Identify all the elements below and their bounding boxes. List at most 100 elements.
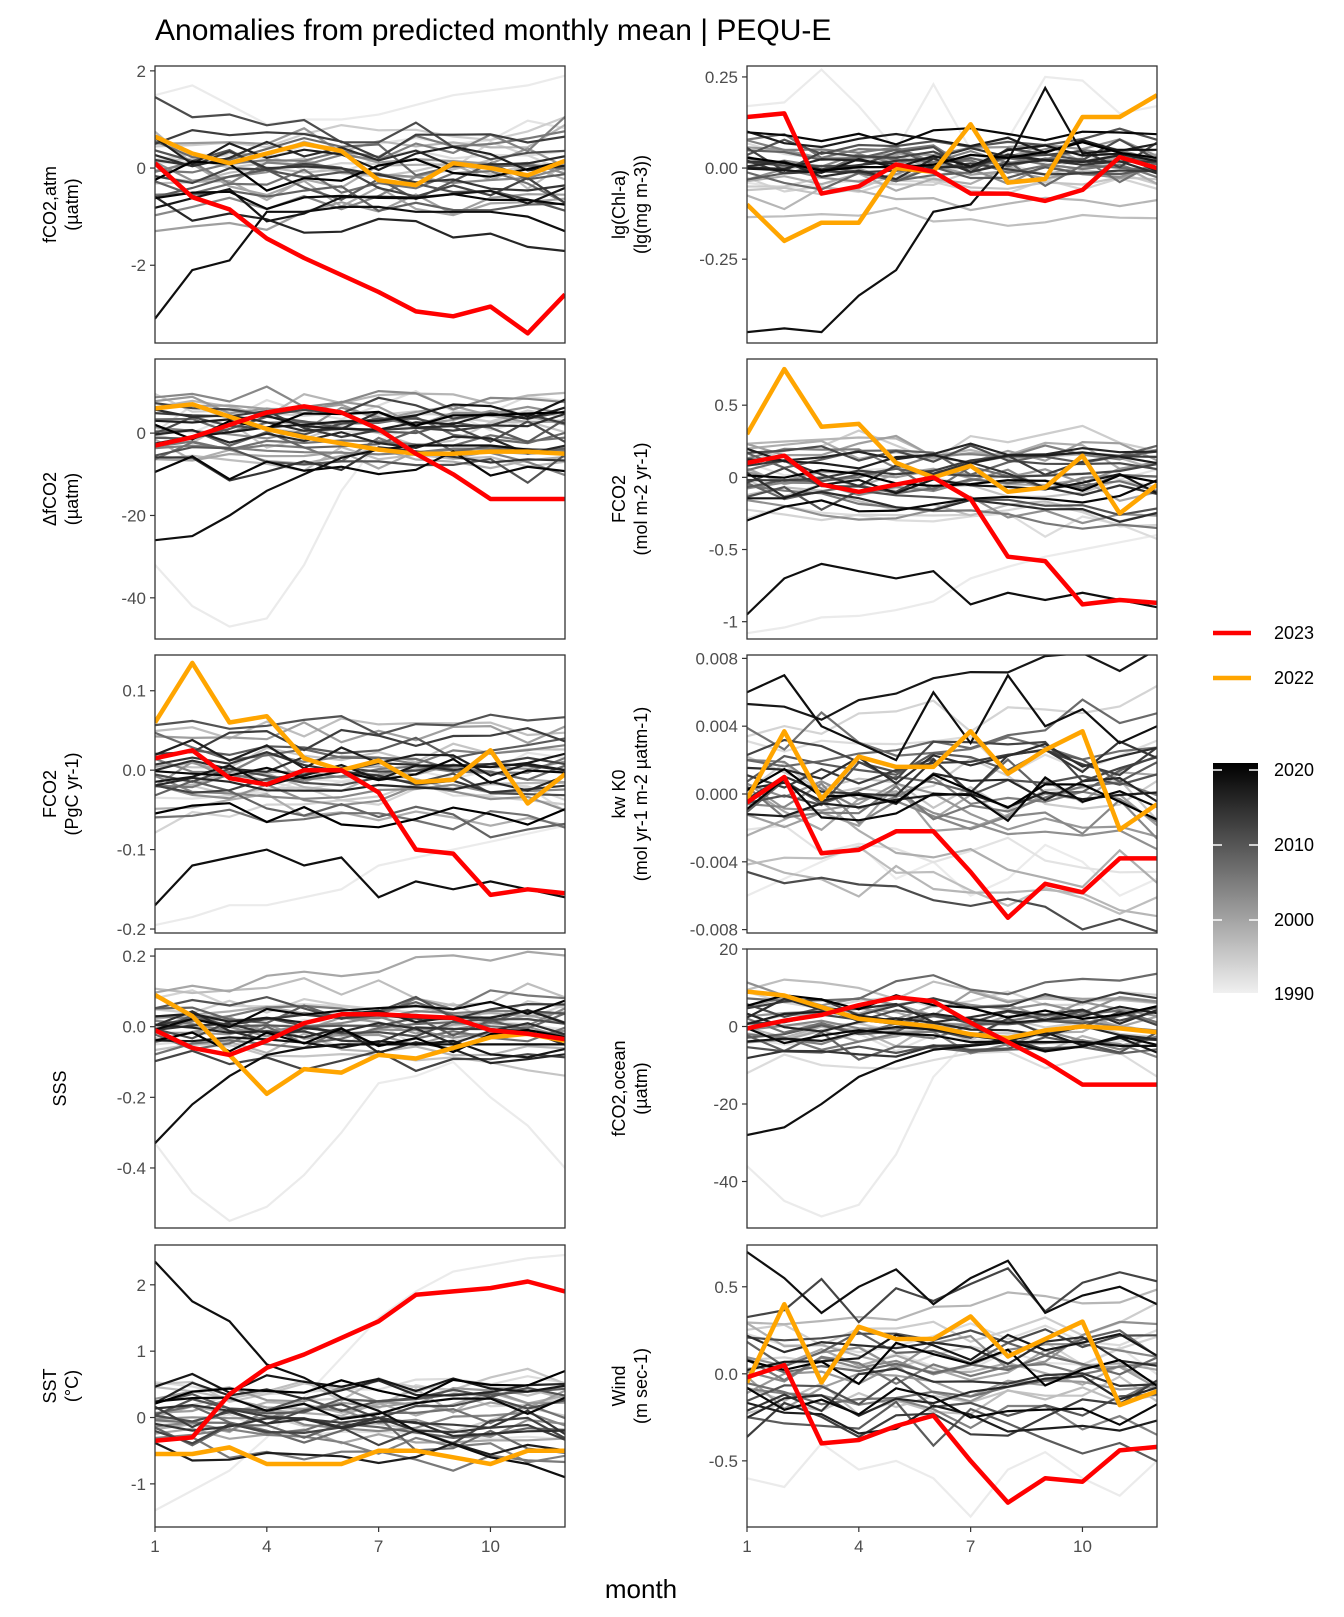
y-axis-title: ΔfCO2 (µatm) bbox=[40, 472, 82, 526]
series-line-1996 bbox=[747, 845, 1157, 916]
y-tick-label: -20 bbox=[121, 506, 146, 525]
plot-area bbox=[155, 950, 565, 1223]
y-tick-label: 0.5 bbox=[714, 396, 738, 415]
series-line-2020 bbox=[747, 127, 1157, 146]
panel-fCO2_ocean: 20 0 -20 -40 fCO2,ocean (µatm) bbox=[609, 940, 1158, 1229]
y-tick-label: -2 bbox=[131, 256, 146, 275]
y-axis-title: Wind (m sec-1) bbox=[609, 1348, 651, 1424]
series-line-2008 bbox=[155, 779, 565, 839]
series-line-1990 bbox=[155, 824, 565, 927]
y-tick-label: -0.25 bbox=[699, 250, 738, 269]
series-line-1993 bbox=[747, 685, 1157, 738]
series-line-2020 bbox=[747, 479, 1157, 522]
series-line-2018 bbox=[747, 144, 1157, 174]
series-line-1990 bbox=[747, 68, 1157, 152]
y-axis-title: SSS bbox=[50, 1070, 70, 1106]
y-tick-label: -20 bbox=[713, 1095, 738, 1114]
legend: 2023 2022 2020 2010 2000 1990 bbox=[1213, 623, 1314, 1004]
x-tick-label: 1 bbox=[742, 1537, 751, 1556]
series-line-2021 bbox=[747, 468, 1157, 492]
year-colorbar bbox=[1213, 763, 1258, 993]
series-line-2019 bbox=[155, 848, 565, 906]
y-tick-label: 2 bbox=[137, 1276, 146, 1295]
series-line-1993 bbox=[747, 176, 1157, 195]
colorbar-label-2000: 2000 bbox=[1274, 910, 1314, 930]
y-tick-label: 0 bbox=[137, 159, 146, 178]
chart-title: Anomalies from predicted monthly mean | … bbox=[155, 14, 831, 47]
series-line-2020 bbox=[155, 1396, 565, 1421]
series-line-2019 bbox=[747, 562, 1157, 616]
y-tick-label: 0 bbox=[137, 1409, 146, 1428]
panel-delta_fCO2: 0 -20 -40 ΔfCO2 (µatm) bbox=[40, 358, 566, 640]
series-line-2020 bbox=[747, 1027, 1157, 1053]
series-line-2012 bbox=[155, 1049, 565, 1073]
x-axis-title: month bbox=[605, 1574, 677, 1604]
series-line-2012 bbox=[747, 738, 1157, 783]
series-line-2011 bbox=[155, 1396, 565, 1426]
colorbar-label-1990: 1990 bbox=[1274, 984, 1314, 1004]
y-axis-title: kw K0 (mol yr-1 m-2 µatm-1) bbox=[609, 707, 651, 881]
series-line-2016 bbox=[747, 153, 1157, 173]
series-line-2022 bbox=[747, 729, 1157, 832]
x-tick-label: 4 bbox=[262, 1537, 271, 1556]
series-line-1996 bbox=[747, 206, 1157, 227]
series-line-2017 bbox=[747, 1401, 1157, 1435]
series-line-2021 bbox=[747, 141, 1157, 172]
series-line-2009 bbox=[155, 161, 565, 201]
series-line-2009 bbox=[747, 749, 1157, 783]
series-line-2003 bbox=[155, 166, 565, 217]
series-line-2014 bbox=[155, 446, 565, 482]
series-line-2002 bbox=[155, 783, 565, 812]
colorbar-label-2010: 2010 bbox=[1274, 835, 1314, 855]
series-line-2006 bbox=[155, 808, 565, 831]
series-line-2016 bbox=[155, 428, 565, 455]
series-line-1998 bbox=[155, 792, 565, 827]
y-tick-label: 0.0 bbox=[122, 1018, 146, 1037]
series-line-1999 bbox=[155, 1427, 565, 1445]
series-line-2005 bbox=[747, 133, 1157, 179]
series-line-2019 bbox=[155, 444, 565, 542]
plot-area bbox=[155, 385, 565, 628]
series-line-2022 bbox=[747, 1301, 1157, 1408]
panel-kw_K0: 0.008 0.004 0.000 -0.004 -0.008 kw K0 (mol yr-… bbox=[609, 649, 1158, 940]
series-line-2010 bbox=[747, 485, 1157, 517]
panel-lg_Chl_a: 0.25 0.00 -0.25 lg(Chl-a) (lg(mg m-3)) bbox=[609, 65, 1158, 344]
series-line-2014 bbox=[155, 751, 565, 794]
series-line-1990 bbox=[155, 74, 565, 126]
y-tick-label: -0.5 bbox=[709, 541, 738, 560]
legend-label-2022: 2022 bbox=[1274, 668, 1314, 688]
series-line-2019 bbox=[747, 673, 1157, 762]
y-tick-label: -0.2 bbox=[117, 920, 146, 939]
series-line-2020 bbox=[747, 1386, 1157, 1426]
series-line-2020 bbox=[747, 776, 1157, 823]
series-line-2021 bbox=[155, 802, 565, 829]
series-line-2022 bbox=[747, 93, 1157, 244]
y-tick-label: 0 bbox=[729, 468, 738, 487]
y-tick-label: -0.008 bbox=[690, 921, 738, 940]
series-line-2002 bbox=[747, 495, 1157, 525]
series-line-1990 bbox=[155, 1060, 565, 1223]
series-line-2017 bbox=[747, 130, 1157, 155]
panel-frame bbox=[154, 654, 566, 934]
y-tick-label: 0.5 bbox=[714, 1278, 738, 1297]
series-line-1997 bbox=[747, 186, 1157, 212]
series-line-2018 bbox=[747, 1332, 1157, 1372]
y-axis-title: fCO2,atm (µatm) bbox=[40, 166, 82, 243]
series-line-2015 bbox=[155, 1403, 565, 1438]
series-line-1993 bbox=[747, 502, 1157, 528]
series-line-2020 bbox=[155, 190, 565, 211]
series-line-2007 bbox=[747, 160, 1157, 191]
plot-area bbox=[155, 1253, 565, 1512]
series-line-2014 bbox=[747, 1367, 1157, 1413]
series-line-2017 bbox=[155, 136, 565, 172]
panel-frame bbox=[746, 358, 1158, 640]
y-axis-title: lg(Chl-a) (lg(mg m-3)) bbox=[609, 155, 651, 254]
plot-area bbox=[747, 655, 1157, 933]
series-line-2021 bbox=[747, 1341, 1157, 1387]
series-line-1997 bbox=[155, 1032, 565, 1057]
series-line-1990 bbox=[155, 1253, 565, 1512]
y-axis-title: FCO2 (mol m-2 yr-1) bbox=[609, 443, 651, 556]
y-axis-title: fCO2,ocean (µatm) bbox=[609, 1040, 651, 1136]
series-line-2012 bbox=[747, 1266, 1157, 1324]
